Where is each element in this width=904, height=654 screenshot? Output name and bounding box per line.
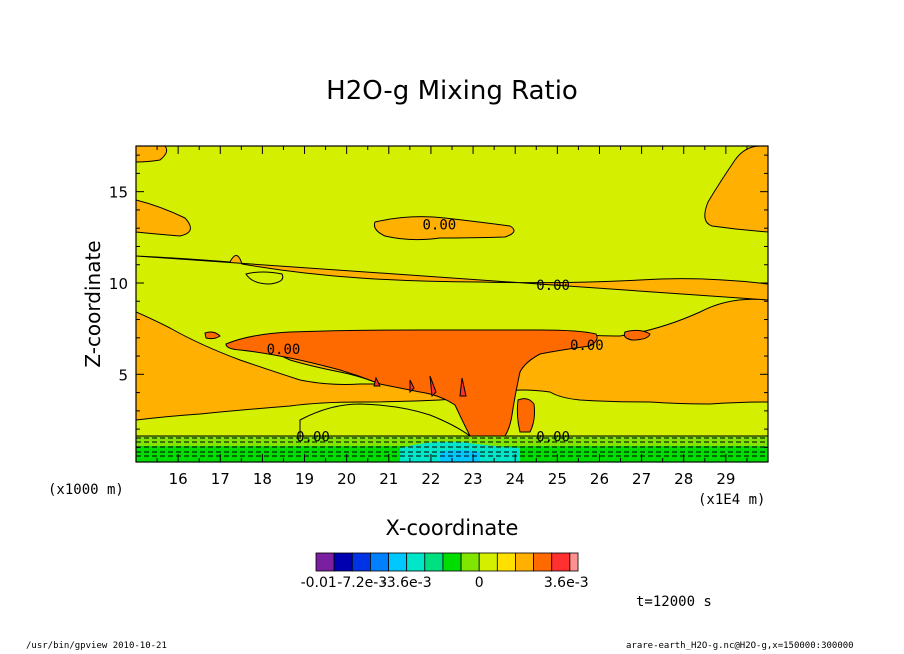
colorbar-swatch	[369, 552, 389, 572]
colorbar-tick-label: -3.6e-3	[382, 575, 432, 591]
field-patch-upper-center	[374, 216, 515, 241]
x-tick-label: 28	[674, 470, 693, 488]
colorbar-swatch	[478, 552, 498, 572]
x-tick-label: 23	[464, 470, 483, 488]
field-streak-a	[409, 379, 415, 394]
contour-label: 0.00	[296, 429, 330, 445]
x-tick-label: 26	[590, 470, 609, 488]
colorbar-swatch	[388, 552, 408, 572]
colorbar-swatch	[533, 552, 553, 572]
x-tick-label: 16	[169, 470, 188, 488]
y-tick-label: 10	[109, 275, 128, 293]
y-tick-label: 15	[109, 184, 128, 202]
contour-label: 0.00	[423, 218, 457, 234]
colorbar-swatch	[315, 552, 335, 572]
colorbar: -0.01 -7.2e-3-3.6e-3 0 3.6e-3	[301, 552, 589, 591]
contour-label: 0.00	[267, 342, 301, 358]
field-streak-b	[429, 375, 437, 398]
footer-right: arare-earth_H2O-g.nc@H2O-g,x=150000:3000…	[626, 641, 854, 651]
footer-left: /usr/bin/gpview 2010-10-21	[26, 641, 167, 651]
x-tick-label: 27	[632, 470, 651, 488]
chart-title: H2O-g Mixing Ratio	[326, 76, 578, 106]
contour-label: 0.00	[536, 429, 570, 445]
contour-labels: 0.00 0.00 0.00 0.00 0.00 0.00	[267, 218, 604, 446]
x-tick-label: 25	[548, 470, 567, 488]
y-tick-label: 5	[118, 366, 128, 384]
colorbar-swatch	[351, 552, 371, 572]
x-tick-label: 29	[716, 470, 735, 488]
contour-label: 0.00	[536, 278, 570, 294]
field-core-small-left	[204, 331, 221, 340]
colorbar-tick-label: -7.2e-3	[337, 575, 387, 591]
colorbar-tick-label: 0	[475, 575, 484, 591]
colorbar-tick-label: 3.6e-3	[544, 575, 589, 591]
y-axis-label: Z-coordinate	[81, 240, 105, 367]
field-inset-yellow	[245, 271, 284, 285]
field-dashed-contours	[136, 437, 768, 457]
colorbar-swatch	[569, 552, 579, 572]
x-tick-label: 18	[253, 470, 272, 488]
x-unit-label: (x1E4 m)	[698, 492, 766, 508]
x-tick-label: 22	[421, 470, 440, 488]
axis-ticks	[136, 146, 768, 462]
colorbar-swatch	[406, 552, 426, 572]
x-axis-title: X-coordinate	[385, 516, 519, 540]
field-patch-top-left	[136, 146, 168, 163]
field-streak-c	[459, 377, 467, 397]
x-tick-label: 21	[379, 470, 398, 488]
colorbar-swatch	[496, 552, 516, 572]
colorbar-swatch	[460, 552, 480, 572]
contour-label: 0.00	[570, 338, 604, 354]
field-core-small-right	[623, 329, 651, 341]
y-unit-label: (x1000 m)	[48, 482, 124, 498]
x-tick-label: 19	[295, 470, 314, 488]
colorbar-swatch	[333, 552, 353, 572]
field-core-lower	[516, 398, 535, 433]
y-axis-title: Z-coordinate	[81, 240, 105, 367]
x-tick-label: 17	[211, 470, 230, 488]
colorbar-swatch	[442, 552, 462, 572]
colorbar-swatch	[515, 552, 535, 572]
x-tick-label: 24	[506, 470, 525, 488]
time-label: t=12000 s	[636, 594, 712, 610]
field-patch-left-15	[136, 199, 191, 237]
colorbar-swatch	[551, 552, 571, 572]
colorbar-tick-label: -0.01	[301, 575, 337, 591]
field-lower-yellow-wedge	[299, 403, 472, 437]
field-patch-top-right	[704, 146, 768, 233]
field-background	[136, 146, 768, 462]
x-tick-label: 20	[337, 470, 356, 488]
field-streak-d	[373, 376, 381, 387]
colorbar-swatch	[424, 552, 444, 572]
